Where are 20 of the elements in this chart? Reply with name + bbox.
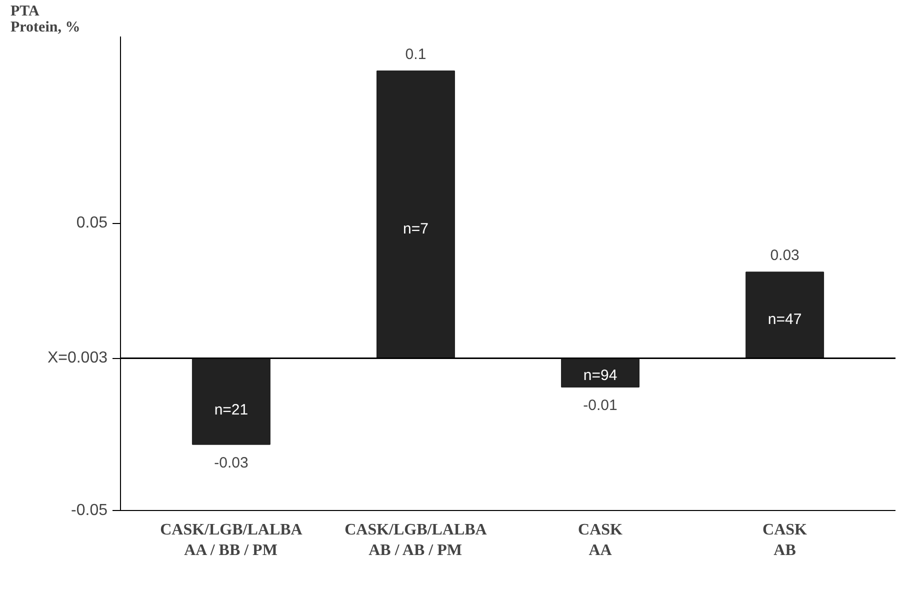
- annotation: n=21: [214, 401, 248, 418]
- bar: [746, 272, 824, 359]
- y-tick-label: X=0.003: [47, 350, 108, 367]
- data-label: 0.1: [405, 46, 426, 63]
- annotation: n=47: [768, 310, 802, 328]
- bar: [376, 70, 455, 359]
- x-tick-label: CASK/LGB/LALBA AA / BB / PM: [160, 522, 303, 559]
- y-tick-label: 0.05: [76, 214, 108, 232]
- data-label: 0.03: [770, 247, 800, 264]
- annotation: n=7: [403, 220, 428, 238]
- x-tick-label: CASK/LGB/LALBA AB / AB / PM: [344, 522, 488, 559]
- annotation: n=94: [583, 366, 618, 384]
- data-label: -0.01: [583, 396, 618, 414]
- x-tick-label: CASK AB: [762, 522, 808, 559]
- y-tick-label: -0.05: [71, 502, 108, 519]
- x-tick-label: CASK AA: [578, 522, 624, 559]
- bar: [192, 358, 270, 445]
- bar: [561, 358, 640, 388]
- data-label: -0.03: [214, 454, 248, 472]
- y-axis-title: PTA Protein, %: [10, 4, 80, 36]
